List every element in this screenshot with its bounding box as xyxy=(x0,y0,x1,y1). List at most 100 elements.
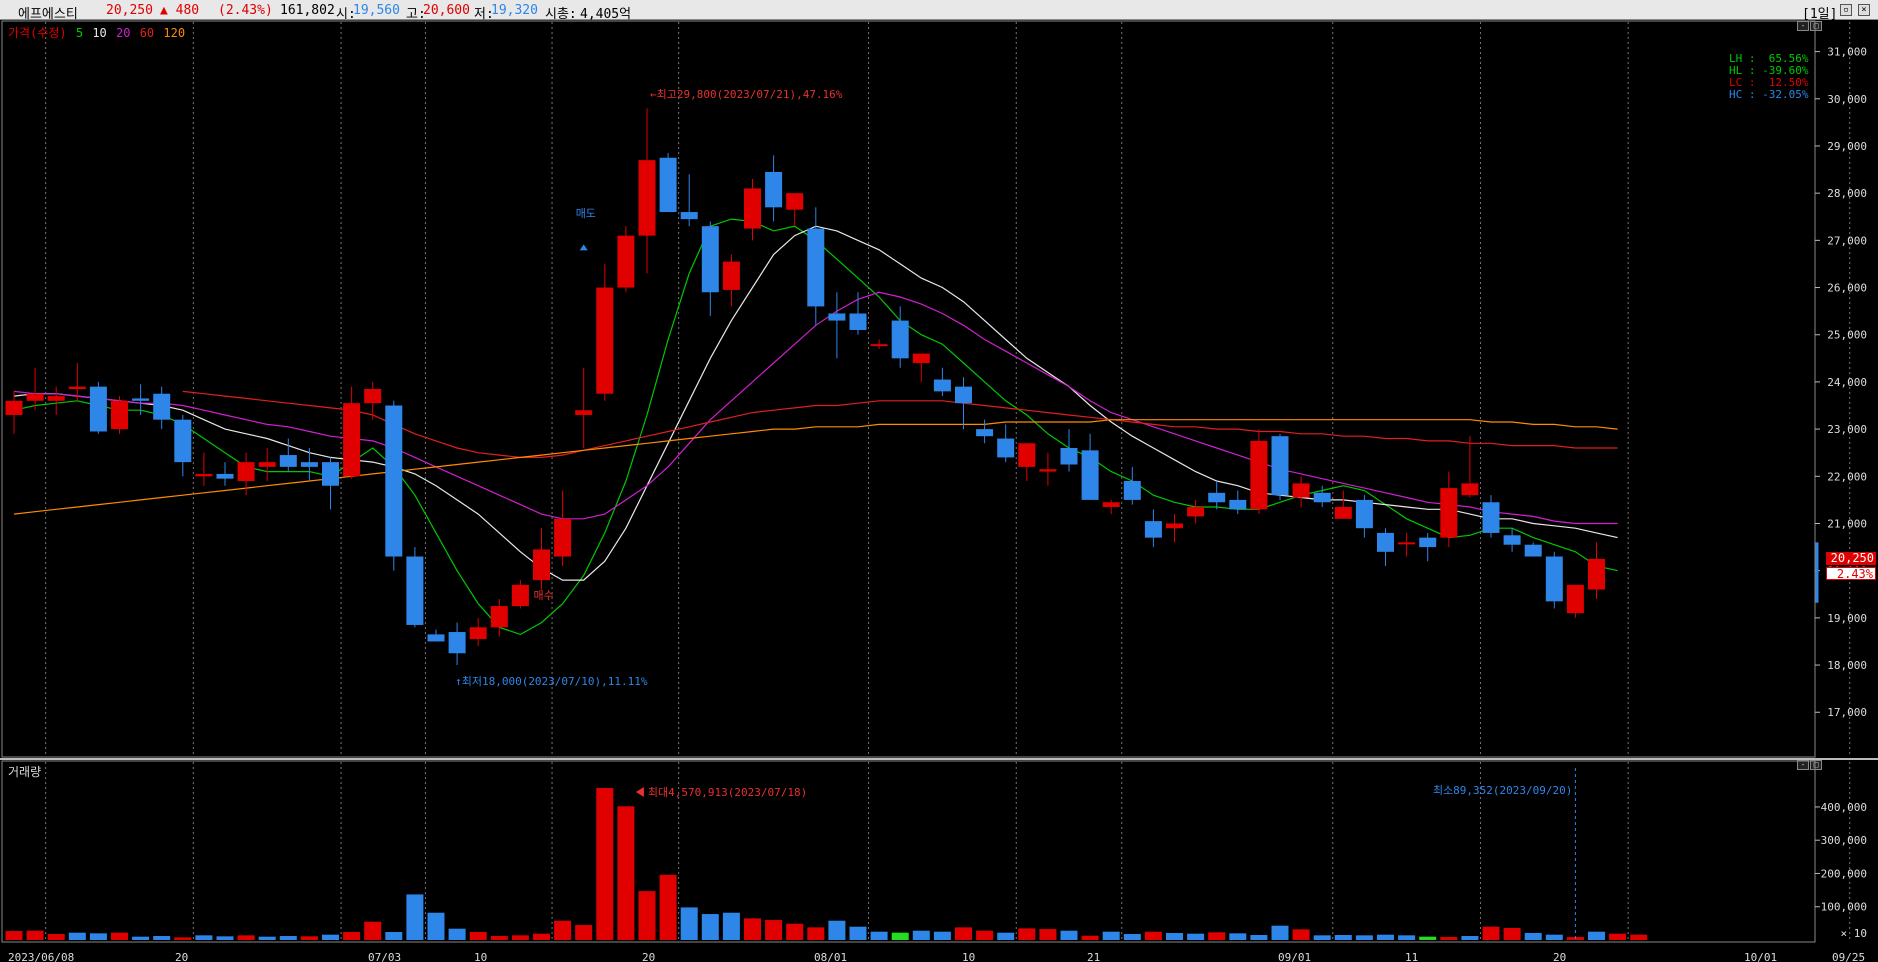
candle-body xyxy=(385,405,403,557)
volume-bar xyxy=(364,921,382,940)
volume-bar xyxy=(1545,934,1563,940)
volume-bar xyxy=(891,932,909,940)
volume-bar xyxy=(111,932,128,940)
candle-body xyxy=(1208,492,1226,503)
candle-body xyxy=(364,389,382,404)
volume-bar xyxy=(912,930,930,940)
price-tick-label: 23,000 xyxy=(1827,423,1867,436)
candle-body xyxy=(1566,584,1584,614)
volume-bar xyxy=(1039,929,1057,940)
candle-body xyxy=(828,313,846,321)
sell-signal-label: 매도 xyxy=(576,207,596,220)
close-icon[interactable]: × xyxy=(1858,4,1870,16)
volume-bar xyxy=(448,928,466,940)
volume-bar xyxy=(786,923,804,940)
current-price: 20,250 xyxy=(106,3,153,18)
max-annotation: ←최고29,800(2023/07/21),47.16% xyxy=(650,88,843,101)
volume-bar xyxy=(385,932,403,940)
volume-pane-border xyxy=(1,760,1816,943)
candle-body xyxy=(533,549,550,581)
price-tick-label: 17,000 xyxy=(1827,706,1867,719)
candle-body xyxy=(111,400,128,430)
candle-body xyxy=(722,261,740,290)
candle-body xyxy=(1334,506,1352,519)
candle-body xyxy=(1461,483,1479,496)
legend-price: 가격(수정) xyxy=(8,26,67,40)
candle-body xyxy=(1039,469,1057,472)
volume-bar xyxy=(89,933,107,940)
volume-bar xyxy=(1482,926,1500,940)
price-pane-border xyxy=(1,20,1816,758)
x-axis-label: 10 xyxy=(474,951,487,962)
volume-bar xyxy=(1018,928,1036,940)
volume-bar xyxy=(490,936,508,940)
candle-body xyxy=(237,462,255,482)
x-axis-label: 2023/06/08 xyxy=(8,951,74,962)
candle-body xyxy=(912,353,930,364)
candle-body xyxy=(680,212,698,220)
volume-bar xyxy=(343,932,361,940)
candle-body xyxy=(575,410,593,415)
volume-bar xyxy=(617,806,635,940)
price-pane-maximize-icon[interactable]: □ xyxy=(1810,21,1822,31)
mcap-label: 시총: xyxy=(545,7,577,22)
volume-bar xyxy=(216,936,234,940)
volume-bar xyxy=(1334,935,1352,940)
stock-chart[interactable]: 31,000 30,000 29,000 28,000 27,000 26,000 25,0… xyxy=(0,20,1878,962)
volume-bar xyxy=(1398,935,1416,940)
open-price: 19,560 xyxy=(353,3,400,18)
price-tick-label: 21,000 xyxy=(1827,517,1867,530)
volume-bar xyxy=(1271,925,1289,940)
volume-bar xyxy=(279,936,297,940)
legend-ma5: 5 xyxy=(75,26,84,40)
volume-bar xyxy=(26,930,44,940)
candle-body xyxy=(1166,523,1183,529)
candle-body xyxy=(89,386,107,432)
period-selector[interactable]: [1일] xyxy=(1802,7,1838,22)
candle-body xyxy=(744,188,761,229)
volume-bar xyxy=(1060,930,1078,940)
price-tick-label: 29,000 xyxy=(1827,140,1867,153)
volume-bar xyxy=(596,787,614,940)
vol-max-arrow xyxy=(635,786,644,797)
volume-bar xyxy=(1588,931,1605,940)
volume-bar xyxy=(1102,931,1120,940)
current-price-tag: 20,250 xyxy=(1826,552,1876,565)
candle-body xyxy=(1588,558,1605,590)
high-price: 20,600 xyxy=(423,3,470,18)
restore-icon[interactable]: ▫ xyxy=(1840,4,1852,16)
volume-legend: 거래량 xyxy=(8,765,42,779)
candle-body xyxy=(448,632,466,654)
price-tick-label: 28,000 xyxy=(1827,187,1867,200)
price-tick-label: 30,000 xyxy=(1827,93,1867,106)
candle-body xyxy=(554,518,572,557)
volume-pane-maximize-icon[interactable]: □ xyxy=(1810,760,1822,770)
stock-name[interactable]: 에프에스티 xyxy=(18,7,78,22)
volume-bar xyxy=(1081,935,1099,940)
volume-bar xyxy=(554,920,572,940)
sell-signal-arrow xyxy=(579,244,588,251)
candle-body xyxy=(132,398,150,401)
x-axis-label: 07/03 xyxy=(368,951,401,962)
stat-lh: LH : 65.56% xyxy=(1729,52,1809,65)
open-label: 시: xyxy=(336,7,356,22)
volume-bar xyxy=(237,935,255,940)
candle-body xyxy=(701,226,719,293)
volume-bar xyxy=(955,927,972,940)
candle-body xyxy=(976,429,994,437)
candle-body xyxy=(153,393,171,420)
price-tick-label: 22,000 xyxy=(1827,470,1867,483)
volume-tick-label: 100,000 xyxy=(1821,901,1867,914)
volume-bar xyxy=(1609,933,1627,940)
low-price: 19,320 xyxy=(491,3,538,18)
price-legend: 가격(수정) 5 10 20 60 120 xyxy=(8,24,187,41)
volume-bar xyxy=(1355,935,1373,940)
volume-bar xyxy=(47,934,65,940)
candle-body xyxy=(1271,436,1289,496)
volume-bar xyxy=(1166,933,1183,940)
candle-body xyxy=(596,287,614,394)
volume-bar xyxy=(132,936,150,940)
candle-body xyxy=(1398,542,1416,545)
volume-bar xyxy=(722,912,740,940)
x-axis-label: 09/25 xyxy=(1832,951,1865,962)
